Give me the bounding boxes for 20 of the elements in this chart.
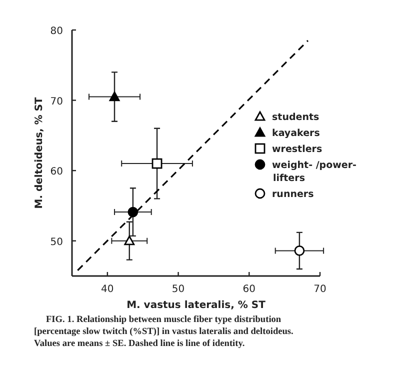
legend-label: kayakers xyxy=(272,128,320,139)
caption: FIG. 1. Relationship between muscle fiber type distribution [percentage slow twitch (%ST)] in vastus lateralis and deltoideus. Values are means ± SE. Dashed line is line of identity. xyxy=(34,315,294,349)
y-tick-label: 50 xyxy=(50,236,63,248)
legend-label: wrestlers xyxy=(272,144,322,155)
point xyxy=(152,158,162,169)
x-tick-label: 40 xyxy=(101,284,114,295)
point xyxy=(124,236,135,246)
point xyxy=(294,245,305,256)
legend-label: runners xyxy=(272,189,314,200)
y-tick-label: 70 xyxy=(50,96,63,108)
legend-label: students xyxy=(272,112,320,123)
y-tick-label: 60 xyxy=(50,166,63,178)
x-tick-label: 60 xyxy=(242,284,256,295)
point xyxy=(128,206,138,218)
x-tick-label: 70 xyxy=(314,284,326,295)
y-tick-label: 80 xyxy=(50,26,63,37)
point xyxy=(109,92,120,102)
x-tick-label: 50 xyxy=(172,284,185,295)
x-axis-title: M. vastus lateralis, % ST xyxy=(126,300,266,311)
y-axis-title: M. deltoideus, % ST xyxy=(34,97,45,209)
